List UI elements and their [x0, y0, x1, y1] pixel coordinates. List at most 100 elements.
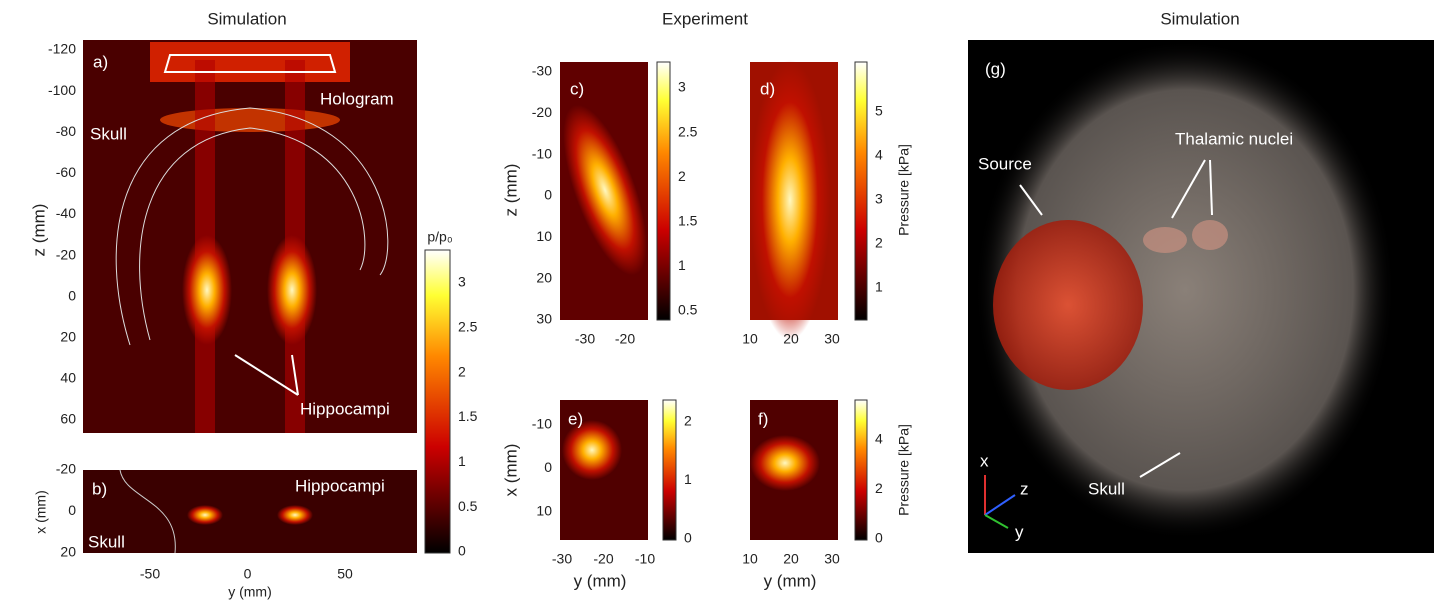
tick-label: 30	[824, 551, 840, 567]
colorbar	[424, 249, 451, 554]
panel-label: d)	[760, 79, 775, 98]
axis-label: y	[1015, 522, 1024, 541]
tick-label: 1.5	[678, 213, 698, 229]
heatmap	[750, 60, 830, 340]
tick-label: 0	[244, 566, 252, 582]
tick-label: 20	[60, 544, 76, 560]
annotation: Thalamic nuclei	[1175, 129, 1293, 148]
tick-label: 0	[875, 530, 883, 546]
tick-label: 30	[824, 331, 840, 347]
tick-label: 20	[783, 331, 799, 347]
x-axis-label: y (mm)	[574, 571, 627, 590]
colorbar-label: Pressure [kPa]	[896, 144, 912, 236]
tick-label: 3	[875, 191, 883, 207]
tick-label: 4	[875, 431, 883, 447]
tick-label: 0	[68, 287, 76, 303]
tick-label: 0	[544, 459, 552, 475]
tick-label: 2	[875, 235, 883, 251]
tick-label: 0.5	[458, 498, 478, 514]
tick-label: 5	[875, 103, 883, 119]
tick-label: -20	[615, 331, 635, 347]
tick-label: 1	[678, 257, 686, 273]
tick-label: 20	[783, 551, 799, 567]
tick-label: 0	[684, 530, 692, 546]
tick-label: 2	[875, 480, 883, 496]
tick-label: 10	[536, 228, 552, 244]
tick-label: -10	[532, 416, 552, 432]
y-axis-label: x (mm)	[501, 444, 520, 497]
tick-label: -80	[56, 123, 76, 139]
tick-label: -100	[48, 82, 76, 98]
panel-label: f)	[758, 409, 768, 428]
annotation: Skull	[1088, 479, 1125, 498]
tick-label: 2	[678, 168, 686, 184]
annotation: Hippocampi	[295, 476, 385, 495]
tick-label: 60	[60, 411, 76, 427]
tick-label: 10	[742, 551, 758, 567]
tick-label: 0	[458, 543, 466, 559]
y-axis-label: x (mm)	[33, 490, 49, 534]
annotation: Hologram	[320, 89, 394, 108]
axis-label: x	[980, 451, 989, 470]
tick-label: -20	[56, 461, 76, 477]
tick-label: 20	[536, 269, 552, 285]
tick-label: 4	[875, 147, 883, 163]
tick-label: 40	[60, 370, 76, 386]
y-axis-label: z (mm)	[501, 164, 520, 217]
tick-label: 0.5	[678, 302, 698, 318]
annotation: Skull	[88, 532, 125, 551]
colorbar	[662, 399, 677, 541]
tick-label: 0	[68, 502, 76, 518]
panel-label: e)	[568, 409, 583, 428]
annotation: Hippocampi	[300, 399, 390, 418]
tick-label: 1	[875, 279, 883, 295]
tick-label: 30	[536, 311, 552, 327]
tick-label: -10	[635, 551, 655, 567]
colorbar-label: p/p₀	[427, 229, 452, 245]
tick-label: 10	[742, 331, 758, 347]
colorbar	[656, 61, 671, 321]
tick-label: -20	[593, 551, 613, 567]
tick-label: 3	[458, 274, 466, 290]
tick-label: 50	[337, 566, 353, 582]
tick-label: 2.5	[458, 319, 478, 335]
tick-label: -30	[575, 331, 595, 347]
tick-label: -60	[56, 164, 76, 180]
tick-label: 1	[684, 471, 692, 487]
x-axis-label: y (mm)	[764, 571, 817, 590]
x-axis-label: y (mm)	[228, 584, 272, 600]
heatmap	[750, 435, 820, 491]
tick-label: -20	[56, 246, 76, 262]
tick-label: 0	[544, 187, 552, 203]
panel-b: b) Hippocampi Skull x (mm) y (mm)	[33, 469, 417, 600]
tick-label: -30	[552, 551, 572, 567]
tick-label: -40	[56, 205, 76, 221]
tick-label: -50	[140, 566, 160, 582]
panel-label: c)	[570, 79, 584, 98]
tick-label: -10	[532, 145, 552, 161]
tick-label: 2	[458, 363, 466, 379]
tick-label: 20	[60, 328, 76, 344]
annotation: Source	[978, 154, 1032, 173]
heatmap	[562, 420, 622, 480]
tick-label: 2	[684, 413, 692, 429]
title: Simulation	[1160, 9, 1239, 28]
tick-label: 2.5	[678, 123, 698, 139]
tick-label: 3	[678, 79, 686, 95]
tick-label: -20	[532, 104, 552, 120]
colorbar	[854, 399, 868, 541]
panel-a: a) Hologram Skull Hippocampi z (mm)	[29, 40, 417, 433]
axis-label: z	[1020, 479, 1029, 498]
tick-label: -30	[532, 63, 552, 79]
annotation: Skull	[90, 124, 127, 143]
tick-label: 10	[536, 503, 552, 519]
colorbar	[854, 61, 868, 321]
tick-label: 1.5	[458, 408, 478, 424]
panel-label: b)	[92, 479, 107, 498]
heatmap	[563, 104, 647, 276]
title: Experiment	[662, 9, 748, 28]
colorbar-label: Pressure [kPa]	[896, 424, 912, 516]
panel-g: (g) Source Thalamic nuclei Skull x z y	[968, 40, 1434, 553]
panel-label: (g)	[985, 59, 1006, 78]
